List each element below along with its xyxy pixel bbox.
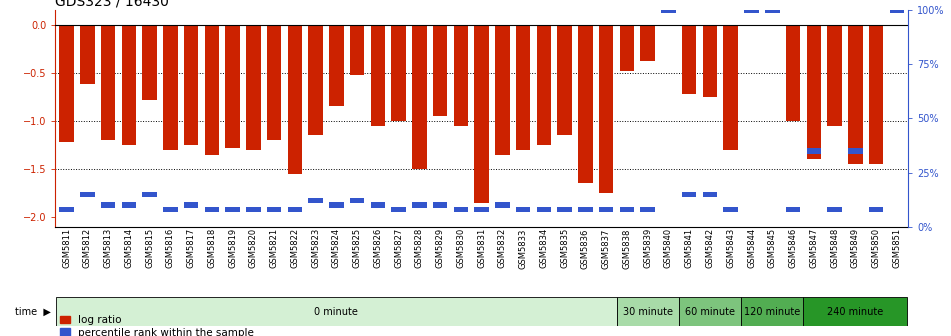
Bar [640,207,655,212]
Bar [557,25,572,135]
Bar [765,25,780,27]
Bar [350,198,364,203]
Bar [806,25,821,159]
Bar [578,207,592,212]
Bar [454,207,468,212]
Bar [143,192,157,197]
Bar [122,203,136,208]
Bar [475,25,489,203]
Bar [745,25,759,27]
Text: 60 minute: 60 minute [685,307,735,317]
Bar [804,297,907,326]
Bar [536,207,552,212]
Bar [806,148,821,154]
Bar [495,203,510,208]
Bar [679,297,741,326]
Bar [661,7,676,13]
Text: 0 minute: 0 minute [315,307,359,317]
Bar [225,207,240,212]
Bar [536,25,552,145]
Bar [741,297,804,326]
Bar [516,207,531,212]
Bar [640,25,655,61]
Bar [80,25,94,84]
Bar [101,25,115,140]
Bar [163,25,178,150]
Bar [56,297,616,326]
Bar [578,25,592,183]
Bar [392,25,406,121]
Bar [475,207,489,212]
Text: GDS323 / 16430: GDS323 / 16430 [55,0,169,9]
Bar [661,25,676,27]
Bar [101,203,115,208]
Bar [620,207,634,212]
Bar [682,25,696,94]
Bar [246,25,261,150]
Bar [516,25,531,150]
Bar [225,25,240,148]
Bar [765,7,780,13]
Bar [703,192,717,197]
Bar [371,25,385,126]
Bar [495,25,510,155]
Bar [827,25,842,126]
Bar [204,25,219,155]
Bar [786,207,801,212]
Text: time  ▶: time ▶ [14,307,50,317]
Bar [59,25,74,142]
Bar [703,25,717,97]
Bar [163,207,178,212]
Bar [786,25,801,121]
Bar [350,25,364,75]
Bar [889,25,904,27]
Bar [827,207,842,212]
Bar [869,207,883,212]
Bar [433,25,447,116]
Bar [287,207,302,212]
Text: 30 minute: 30 minute [623,307,672,317]
Bar [848,25,863,164]
Bar [412,203,427,208]
Bar [682,192,696,197]
Bar [724,25,738,150]
Bar [246,207,261,212]
Text: 120 minute: 120 minute [744,307,801,317]
Bar [454,25,468,126]
Bar [869,25,883,164]
Text: 240 minute: 240 minute [827,307,883,317]
Bar [308,25,323,135]
Bar [392,207,406,212]
Bar [599,25,613,193]
Bar [848,148,863,154]
Bar [616,297,679,326]
Bar [433,203,447,208]
Bar [287,25,302,174]
Bar [599,207,613,212]
Bar [329,25,343,107]
Bar [724,207,738,212]
Bar [329,203,343,208]
Bar [184,25,199,145]
Bar [620,25,634,71]
Bar [308,198,323,203]
Legend: log ratio, percentile rank within the sample: log ratio, percentile rank within the sa… [60,315,254,336]
Bar [59,207,74,212]
Bar [267,207,281,212]
Bar [889,7,904,13]
Bar [745,7,759,13]
Bar [412,25,427,169]
Bar [204,207,219,212]
Bar [371,203,385,208]
Bar [122,25,136,145]
Bar [184,203,199,208]
Bar [143,25,157,100]
Bar [267,25,281,140]
Bar [557,207,572,212]
Bar [80,192,94,197]
